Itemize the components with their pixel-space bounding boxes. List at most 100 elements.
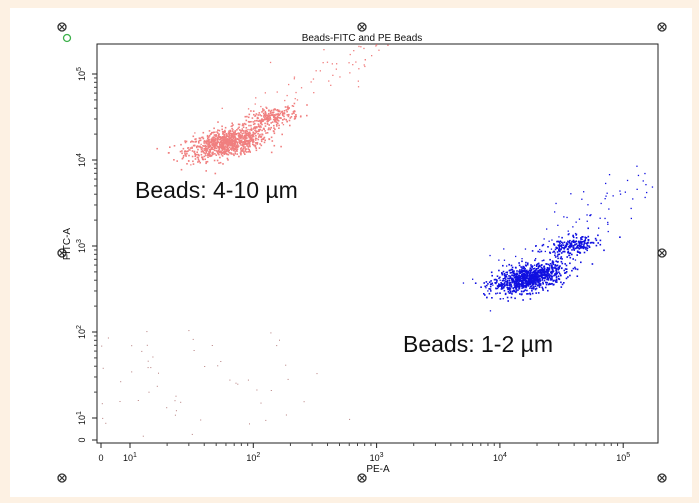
resize-handle[interactable] bbox=[657, 473, 667, 483]
resize-handle[interactable] bbox=[57, 22, 67, 32]
data-point bbox=[520, 275, 522, 277]
data-point bbox=[248, 134, 251, 137]
data-point bbox=[510, 285, 513, 287]
data-point bbox=[192, 163, 195, 165]
data-point bbox=[548, 240, 550, 242]
data-point bbox=[508, 284, 510, 286]
data-point bbox=[239, 133, 241, 136]
data-point bbox=[524, 268, 526, 270]
data-point bbox=[488, 288, 490, 290]
data-point bbox=[510, 278, 513, 281]
data-point bbox=[258, 135, 260, 137]
data-point bbox=[226, 157, 229, 160]
resize-handle[interactable] bbox=[357, 22, 367, 32]
data-point bbox=[268, 138, 271, 141]
y-tick-label: 103 bbox=[76, 239, 87, 253]
data-point bbox=[535, 258, 537, 260]
data-point bbox=[225, 150, 228, 152]
data-point bbox=[260, 122, 262, 124]
data-point bbox=[508, 269, 511, 272]
data-point bbox=[264, 117, 266, 119]
data-point bbox=[507, 300, 509, 302]
data-point bbox=[261, 129, 263, 132]
data-point bbox=[509, 284, 511, 286]
data-point bbox=[551, 277, 553, 279]
data-point bbox=[563, 269, 566, 272]
x-tick-label: 0 bbox=[98, 453, 103, 463]
data-point bbox=[246, 134, 248, 137]
data-point bbox=[288, 83, 290, 86]
resize-handle[interactable] bbox=[657, 248, 667, 258]
data-point bbox=[353, 50, 355, 52]
data-point bbox=[555, 246, 557, 249]
data-point bbox=[210, 138, 212, 141]
data-point bbox=[515, 255, 517, 258]
data-point bbox=[194, 155, 196, 158]
data-point bbox=[576, 251, 579, 253]
resize-handle[interactable] bbox=[357, 473, 367, 483]
data-point bbox=[556, 264, 559, 267]
data-point bbox=[548, 276, 551, 278]
data-point bbox=[205, 170, 207, 172]
data-point bbox=[247, 148, 249, 150]
data-point bbox=[562, 250, 564, 253]
data-point bbox=[570, 245, 572, 248]
data-point bbox=[538, 269, 541, 271]
data-point bbox=[191, 433, 193, 435]
data-point bbox=[589, 214, 591, 217]
data-point bbox=[608, 208, 610, 210]
data-point bbox=[557, 260, 559, 263]
data-point bbox=[221, 136, 223, 139]
data-point bbox=[236, 148, 239, 150]
data-point bbox=[568, 252, 571, 254]
data-point bbox=[541, 279, 544, 281]
data-point bbox=[266, 123, 269, 125]
data-point bbox=[513, 289, 515, 292]
data-point bbox=[286, 94, 288, 97]
data-point bbox=[207, 144, 209, 147]
data-point bbox=[584, 246, 586, 249]
data-point bbox=[504, 293, 507, 296]
data-point bbox=[287, 115, 290, 118]
data-point bbox=[522, 282, 525, 284]
data-point bbox=[292, 105, 295, 107]
rotate-handle[interactable] bbox=[62, 33, 72, 43]
data-point bbox=[257, 130, 259, 133]
resize-handle[interactable] bbox=[57, 473, 67, 483]
data-point bbox=[223, 150, 226, 152]
data-point bbox=[552, 271, 554, 273]
selection-handles[interactable] bbox=[57, 22, 667, 483]
data-point bbox=[283, 110, 286, 112]
data-point bbox=[236, 138, 239, 140]
resize-handle[interactable] bbox=[657, 22, 667, 32]
data-point bbox=[590, 214, 592, 216]
data-point bbox=[248, 136, 250, 139]
data-point bbox=[541, 274, 544, 276]
data-point bbox=[273, 118, 276, 120]
data-point bbox=[260, 115, 263, 117]
data-point bbox=[574, 259, 577, 261]
data-point bbox=[543, 279, 546, 282]
resize-handle[interactable] bbox=[57, 248, 67, 258]
data-point bbox=[515, 282, 517, 284]
data-point bbox=[524, 285, 527, 288]
data-point bbox=[561, 236, 563, 239]
data-point bbox=[255, 126, 258, 129]
data-point bbox=[569, 254, 571, 256]
data-point bbox=[240, 148, 242, 150]
data-point bbox=[597, 234, 599, 237]
data-point bbox=[142, 435, 144, 437]
data-point bbox=[229, 139, 232, 142]
data-point bbox=[561, 283, 564, 286]
data-point bbox=[245, 132, 248, 135]
data-point bbox=[219, 156, 221, 159]
data-point bbox=[244, 153, 246, 155]
data-point bbox=[261, 123, 263, 126]
data-point bbox=[228, 146, 231, 149]
data-point bbox=[208, 151, 210, 153]
data-point bbox=[522, 274, 525, 277]
data-point bbox=[253, 126, 255, 129]
data-point bbox=[522, 284, 525, 286]
data-point bbox=[563, 282, 565, 284]
